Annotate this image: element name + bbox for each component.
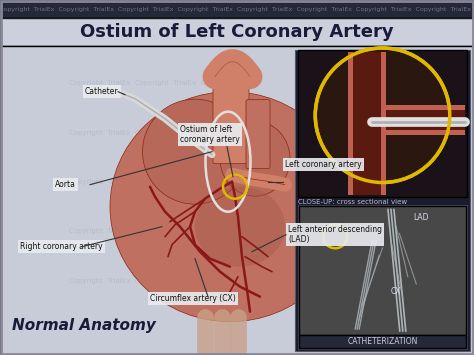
Ellipse shape: [195, 187, 285, 267]
FancyBboxPatch shape: [299, 206, 466, 335]
FancyBboxPatch shape: [213, 75, 249, 164]
Text: Copyright  TrialEx  Copyright  TrialEx  Copyright: Copyright TrialEx Copyright TrialEx Copy…: [69, 278, 235, 284]
Text: Normal Anatomy: Normal Anatomy: [12, 318, 156, 333]
FancyBboxPatch shape: [0, 0, 474, 18]
Text: LAD: LAD: [413, 213, 428, 222]
Text: Aorta: Aorta: [55, 180, 76, 189]
Circle shape: [315, 48, 450, 182]
Text: Right coronary artery: Right coronary artery: [20, 242, 103, 251]
FancyBboxPatch shape: [295, 50, 470, 351]
FancyBboxPatch shape: [246, 100, 270, 169]
Text: Left anterior descending
(LAD): Left anterior descending (LAD): [288, 225, 382, 244]
Text: Ostium of Left Coronary Artery: Ostium of Left Coronary Artery: [80, 23, 394, 41]
FancyBboxPatch shape: [298, 204, 467, 349]
FancyBboxPatch shape: [348, 52, 386, 195]
Ellipse shape: [110, 92, 350, 322]
FancyBboxPatch shape: [354, 52, 382, 195]
Text: Copyright  TrialEx  Copyright  TrialEx  Copyright: Copyright TrialEx Copyright TrialEx Copy…: [69, 179, 235, 185]
Ellipse shape: [220, 121, 290, 196]
Text: CX: CX: [391, 287, 401, 296]
FancyBboxPatch shape: [0, 18, 474, 46]
Text: Copyright  TrialEx  Copyright  TrialEx  Copyright  TrialEx  Copyright  TrialEx  : Copyright TrialEx Copyright TrialEx Copy…: [0, 6, 474, 11]
FancyBboxPatch shape: [0, 18, 474, 46]
FancyBboxPatch shape: [299, 335, 466, 348]
FancyBboxPatch shape: [386, 105, 465, 135]
Text: Left coronary artery: Left coronary artery: [285, 160, 362, 169]
Text: Catheter: Catheter: [85, 87, 118, 96]
FancyBboxPatch shape: [0, 46, 474, 355]
Text: Copyright  TrialEx  Copyright  TrialEx  Copyright: Copyright TrialEx Copyright TrialEx Copy…: [69, 130, 235, 136]
Text: CLOSE-UP: cross sectional view: CLOSE-UP: cross sectional view: [298, 198, 407, 204]
FancyBboxPatch shape: [298, 50, 467, 197]
Text: Copyright  TrialEx  Copyright  TrialEx  Copyright: Copyright TrialEx Copyright TrialEx Copy…: [69, 228, 235, 234]
FancyBboxPatch shape: [386, 110, 465, 130]
Text: Circumflex artery (CX): Circumflex artery (CX): [150, 294, 236, 303]
Text: Ostium of left
coronary artery: Ostium of left coronary artery: [180, 125, 240, 144]
Ellipse shape: [143, 99, 247, 204]
Text: Copyright  TrialEx  Copyright  TrialEx  Copyright: Copyright TrialEx Copyright TrialEx Copy…: [69, 80, 235, 86]
Text: CATHETERIZATION: CATHETERIZATION: [347, 338, 418, 346]
